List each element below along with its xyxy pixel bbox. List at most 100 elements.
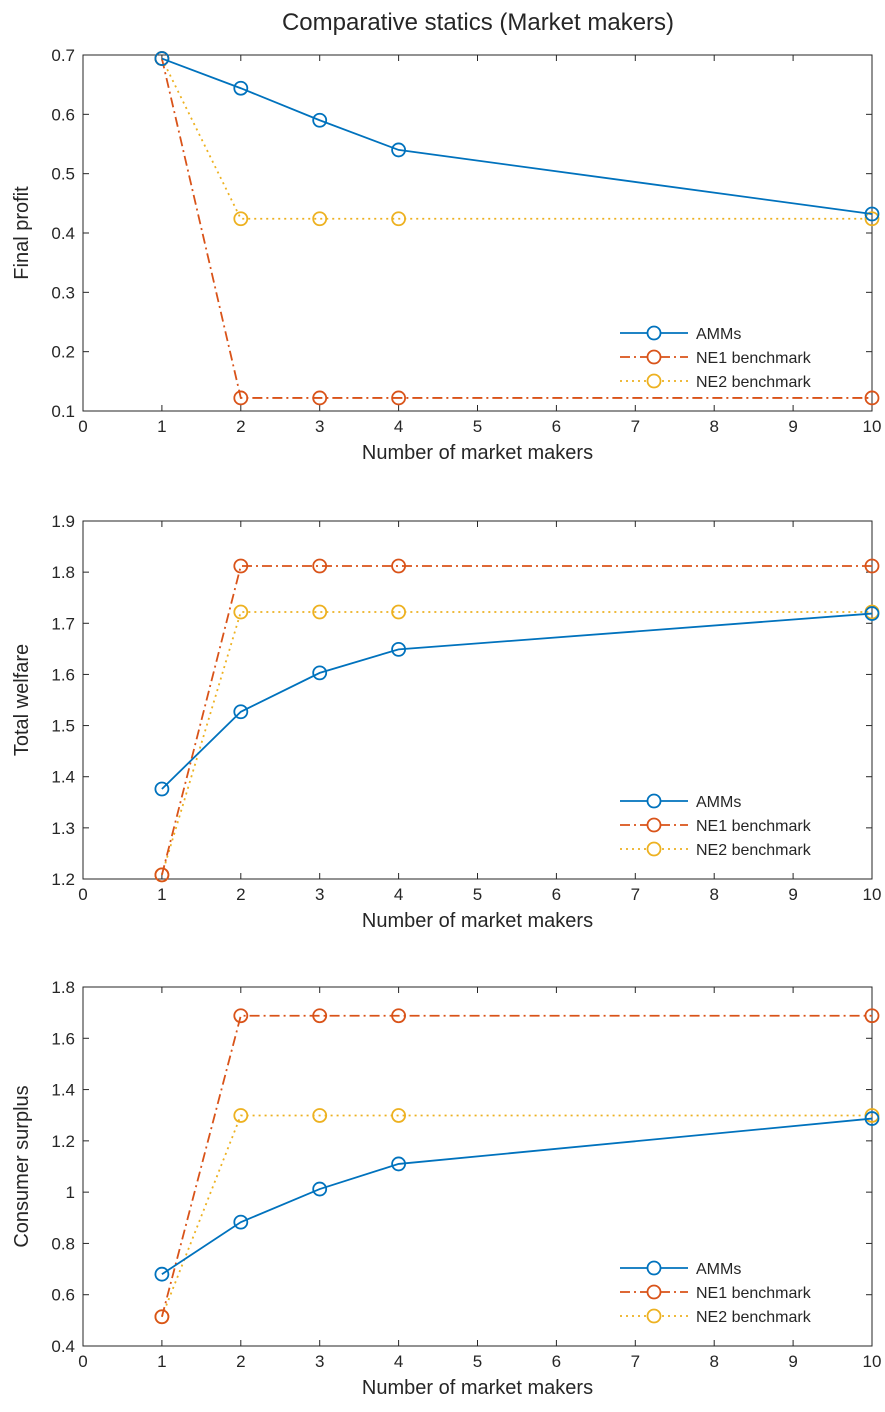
- series-line-amm: [161, 57, 873, 215]
- x-tick-label: 4: [394, 1352, 403, 1371]
- x-tick-label: 10: [863, 885, 882, 904]
- y-tick-label: 0.2: [51, 343, 75, 362]
- data-point-ne1: [312, 390, 328, 406]
- legend-marker-amm: [646, 325, 662, 341]
- y-tick-label: 1.3: [51, 819, 75, 838]
- series-line-ne1: [161, 58, 872, 399]
- data-point-amm: [154, 1266, 170, 1282]
- x-tick-label: 6: [552, 885, 561, 904]
- x-tick-label: 10: [863, 1352, 882, 1371]
- data-point-ne1: [391, 558, 407, 574]
- x-tick-label: 1: [157, 417, 166, 436]
- x-tick-label: 4: [394, 417, 403, 436]
- x-tick-label: 8: [709, 1352, 718, 1371]
- subplot-3: 0 1 2 3 4 5 6 7 8 9 10 0.4 0.6 0.8 1 1.2 1.4 1.6 1.8 Number…: [11, 978, 881, 1399]
- legend-marker-amm: [646, 1260, 662, 1276]
- data-point-ne1: [864, 1008, 880, 1024]
- x-tick-label: 9: [788, 885, 797, 904]
- data-point-amm: [391, 641, 407, 657]
- subplot-1: 0 1 2 3 4 5 6 7 8 9 10 0.1 0.2 0.3 0.4 0.5 0.6 0.7 Number …: [11, 46, 881, 464]
- series-line-ne2: [161, 1114, 872, 1318]
- series-line-ne1: [161, 565, 872, 876]
- legend-label-amm: AMMs: [696, 794, 741, 811]
- x-axis-label: Number of market makers: [362, 442, 593, 464]
- data-point-ne1: [233, 558, 249, 574]
- y-tick-label: 0.4: [51, 1337, 75, 1356]
- legend-marker-amm: [646, 793, 662, 809]
- y-tick-label: 1.6: [51, 1029, 75, 1048]
- x-tick-label: 2: [236, 1352, 245, 1371]
- x-axis-label: Number of market makers: [362, 910, 593, 932]
- y-tick-label: 0.8: [51, 1234, 75, 1253]
- y-tick-label: 0.1: [51, 402, 75, 421]
- data-point-ne1: [154, 867, 170, 883]
- y-tick-label: 0.5: [51, 165, 75, 184]
- x-tick-label: 0: [78, 417, 87, 436]
- data-point-ne2: [233, 1108, 249, 1123]
- data-point-amm: [312, 1181, 328, 1197]
- x-tick-label: 9: [788, 417, 797, 436]
- data-point-ne2: [391, 211, 407, 227]
- y-tick-label: 1.8: [51, 978, 75, 997]
- legend-label-amm: AMMs: [696, 326, 741, 343]
- legend-marker-ne1: [646, 349, 662, 365]
- series-line-amm: [161, 612, 873, 790]
- data-point-ne1: [391, 1008, 407, 1024]
- x-tick-label: 7: [631, 885, 640, 904]
- y-tick-label: 1.8: [51, 563, 75, 582]
- data-point-amm: [233, 80, 249, 96]
- legend-label-ne1: NE1 benchmark: [696, 818, 812, 835]
- series-line-ne2: [161, 58, 872, 220]
- x-tick-label: 1: [157, 885, 166, 904]
- x-tick-label: 4: [394, 885, 403, 904]
- x-tick-label: 9: [788, 1352, 797, 1371]
- data-point-ne2: [864, 211, 880, 227]
- x-tick-label: 2: [236, 417, 245, 436]
- data-point-amm: [312, 665, 328, 681]
- y-tick-label: 0.4: [51, 224, 75, 243]
- legend-marker-ne1: [646, 817, 662, 833]
- data-point-ne2: [312, 211, 328, 227]
- y-tick-label: 1.9: [51, 512, 75, 531]
- x-tick-label: 8: [709, 417, 718, 436]
- data-point-ne2: [312, 1108, 328, 1123]
- data-point-ne1: [154, 1309, 170, 1325]
- data-point-ne2: [233, 211, 249, 227]
- data-point-ne1: [864, 390, 880, 406]
- data-point-ne1: [233, 390, 249, 406]
- x-tick-label: 0: [78, 1352, 87, 1371]
- x-tick-label: 1: [157, 1352, 166, 1371]
- legend-label-ne2: NE2 benchmark: [696, 374, 812, 391]
- data-point-amm: [233, 1214, 249, 1230]
- data-point-ne1: [233, 1008, 249, 1024]
- y-tick-label: 1.5: [51, 717, 75, 736]
- legend-label-ne1: NE1 benchmark: [696, 350, 812, 367]
- data-point-amm: [864, 206, 880, 222]
- x-tick-label: 10: [863, 417, 882, 436]
- data-point-ne1: [864, 558, 880, 574]
- legend-marker-ne2: [646, 373, 662, 389]
- data-point-amm: [312, 112, 328, 128]
- x-tick-label: 3: [315, 1352, 324, 1371]
- data-point-ne2: [312, 604, 328, 620]
- data-point-amm: [391, 142, 407, 158]
- x-tick-label: 2: [236, 885, 245, 904]
- y-tick-label: 1: [66, 1183, 75, 1202]
- y-tick-label: 0.7: [51, 46, 75, 65]
- y-tick-label: 0.6: [51, 105, 75, 124]
- y-axis-label: Total welfare: [11, 644, 33, 756]
- data-point-amm: [233, 704, 249, 720]
- x-tick-label: 6: [552, 417, 561, 436]
- y-tick-label: 1.2: [51, 870, 75, 889]
- series-line-ne1: [161, 1014, 872, 1317]
- x-axis-label: Number of market makers: [362, 1377, 593, 1399]
- data-point-ne1: [391, 390, 407, 406]
- data-point-ne1: [312, 1008, 328, 1024]
- data-point-amm: [864, 606, 880, 621]
- series-line-ne2: [161, 611, 872, 876]
- series-line-amm: [161, 1117, 873, 1275]
- y-tick-label: 1.2: [51, 1132, 75, 1151]
- x-tick-label: 7: [631, 1352, 640, 1371]
